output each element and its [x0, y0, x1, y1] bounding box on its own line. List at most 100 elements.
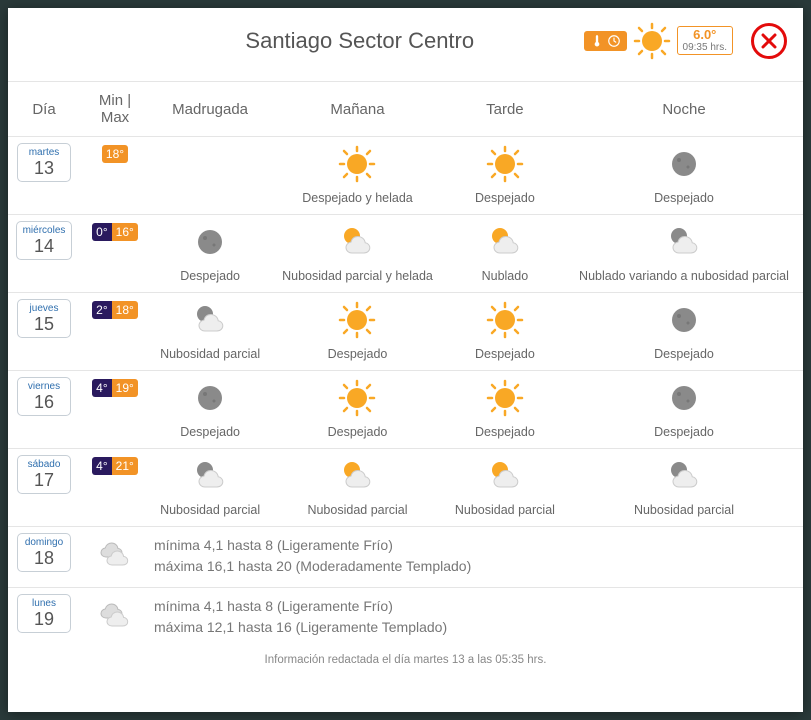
day-chip: domingo 18: [17, 533, 71, 572]
day-chip: martes 13: [17, 143, 71, 182]
condition-desc: Despejado: [154, 425, 266, 442]
period-cell: [150, 137, 270, 215]
period-cell: Nubosidad parcial y helada: [270, 215, 445, 293]
current-temp: 6.0°: [683, 28, 727, 42]
forecast-modal: Santiago Sector Centro 6.0° 09:35 hrs. D…: [8, 8, 803, 712]
condition-desc: Despejado: [274, 425, 441, 442]
summary-text: mínima 4,1 hasta 8 (Ligeramente Frío)máx…: [150, 527, 803, 588]
suncloud-icon: [338, 457, 376, 495]
sun-icon: [633, 22, 671, 60]
forecast-row: miércoles 14 0°16° Despejado Nubosidad parc…: [8, 215, 803, 293]
condition-desc: Nublado: [449, 269, 561, 286]
period-cell: Despejado: [565, 371, 803, 449]
sun-icon: [486, 301, 524, 339]
condition-desc: Nubosidad parcial y helada: [274, 269, 441, 286]
mooncloud-icon: [191, 457, 229, 495]
condition-desc: Nublado variando a nubosidad parcial: [569, 269, 799, 286]
day-chip: viernes 16: [17, 377, 71, 416]
period-cell: Nubosidad parcial: [565, 449, 803, 527]
period-cell: Despejado: [445, 137, 565, 215]
forecast-row: sábado 174°21°Nubosidad parcialNubosidad…: [8, 449, 803, 527]
condition-desc: Despejado: [154, 269, 266, 286]
max-temp: 21°: [112, 457, 138, 475]
condition-desc: Nubosidad parcial: [154, 347, 266, 364]
weekday: miércoles: [23, 222, 66, 237]
condition-desc: Despejado: [274, 347, 441, 364]
moon-icon: [191, 379, 229, 417]
summary-row: lunes 19 mínima 4,1 hasta 8 (Ligeramente …: [8, 588, 803, 649]
close-icon: [760, 32, 778, 50]
moon-icon: [665, 301, 703, 339]
forecast-row: viernes 164°19°DespejadoDespejadoDespeja…: [8, 371, 803, 449]
weekday: martes: [24, 144, 64, 159]
day-number: 18: [34, 548, 54, 568]
summary-row: domingo 18 mínima 4,1 hasta 8 (Ligerament…: [8, 527, 803, 588]
modal-header: Santiago Sector Centro 6.0° 09:35 hrs.: [8, 8, 803, 82]
mooncloud-icon: [191, 301, 229, 339]
col-1: Min | Max: [80, 82, 150, 137]
weekday: sábado: [24, 456, 64, 471]
period-cell: Despejado: [565, 293, 803, 371]
day-chip: sábado 17: [17, 455, 71, 494]
thermometer-icon: [590, 34, 604, 48]
condition-desc: Despejado: [449, 425, 561, 442]
footer-text: Información redactada el día martes 13 a…: [8, 648, 803, 674]
min-temp: 0°: [92, 223, 111, 241]
period-cell: Nublado: [445, 215, 565, 293]
condition-desc: Nubosidad parcial: [274, 503, 441, 520]
period-cell: Despejado: [270, 293, 445, 371]
sun-icon: [338, 301, 376, 339]
day-chip: jueves 15: [17, 299, 71, 338]
minmax: 0°16°: [92, 223, 138, 241]
min-temp: 4°: [92, 379, 111, 397]
current-time: 09:35 hrs.: [683, 42, 727, 53]
sun-icon: [486, 145, 524, 183]
sun-icon: [338, 145, 376, 183]
minmax: 18°: [102, 145, 128, 163]
condition-desc: Despejado: [449, 347, 561, 364]
period-cell: Nubosidad parcial: [445, 449, 565, 527]
period-cell: Nubosidad parcial: [270, 449, 445, 527]
max-temp: 16°: [112, 223, 138, 241]
condition-desc: Nubosidad parcial: [449, 503, 561, 520]
forecast-table: DíaMin | MaxMadrugadaMañanaTardeNoche ma…: [8, 82, 803, 648]
suncloud-icon: [338, 223, 376, 261]
period-cell: Despejado: [445, 371, 565, 449]
condition-desc: Nubosidad parcial: [154, 503, 266, 520]
sun-icon: [338, 379, 376, 417]
day-number: 13: [34, 158, 54, 178]
moon-icon: [665, 145, 703, 183]
day-number: 16: [34, 392, 54, 412]
minmax: 4°21°: [92, 457, 138, 475]
moon-icon: [665, 379, 703, 417]
summary-text: mínima 4,1 hasta 8 (Ligeramente Frío)máx…: [150, 588, 803, 649]
weekday: lunes: [24, 595, 64, 610]
clock-icon: [607, 34, 621, 48]
period-cell: Despejado y helada: [270, 137, 445, 215]
close-button[interactable]: [751, 23, 787, 59]
min-temp: 4°: [92, 457, 111, 475]
day-number: 19: [34, 609, 54, 629]
weekday: viernes: [24, 378, 64, 393]
max-temp: 18°: [112, 301, 138, 319]
condition-desc: Despejado: [449, 191, 561, 208]
max-temp: 19°: [112, 379, 138, 397]
forecast-row: martes 1318°Despejado y heladaDespejadoD…: [8, 137, 803, 215]
period-cell: Despejado: [270, 371, 445, 449]
day-number: 14: [34, 236, 54, 256]
location-title: Santiago Sector Centro: [144, 28, 576, 54]
period-cell: Nubosidad parcial: [150, 293, 270, 371]
day-number: 17: [34, 470, 54, 490]
min-temp: 2°: [92, 301, 111, 319]
clouds-icon: [96, 596, 134, 634]
weekday: domingo: [24, 534, 64, 549]
col-5: Noche: [565, 82, 803, 137]
col-4: Tarde: [445, 82, 565, 137]
clouds-icon: [96, 535, 134, 573]
period-cell: Nubosidad parcial: [150, 449, 270, 527]
forecast-row: jueves 15 2°18° Nubosidad parcial Despejado…: [8, 293, 803, 371]
period-cell: Nublado variando a nubosidad parcial: [565, 215, 803, 293]
minmax: 4°19°: [92, 379, 138, 397]
day-chip: lunes 19: [17, 594, 71, 633]
period-cell: Despejado: [565, 137, 803, 215]
